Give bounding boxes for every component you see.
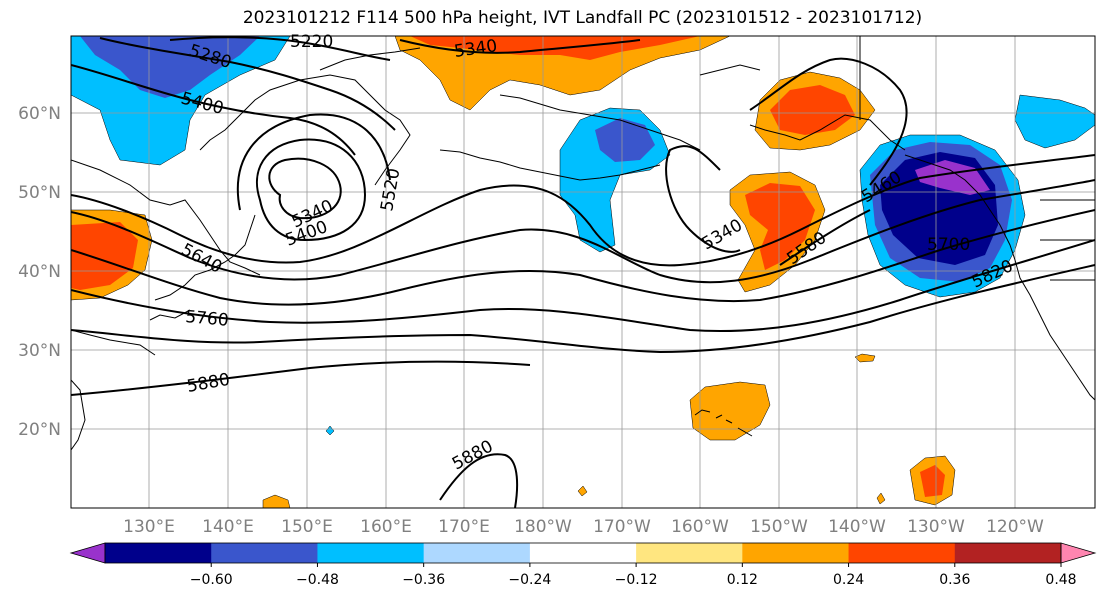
colorbar-frame xyxy=(104,542,1062,564)
coastlines xyxy=(71,36,1095,451)
contour-5760 xyxy=(71,209,1095,306)
lon-label: 160°E xyxy=(360,517,412,537)
contour-5880-north xyxy=(71,264,1095,354)
lat-label: 50°N xyxy=(18,183,61,203)
contour-5580 xyxy=(779,209,871,266)
positive-anomaly-region xyxy=(71,222,138,290)
map-panel: 5220 5280 5340 5400 5520 5340 5400 5640 … xyxy=(70,32,1096,509)
contour-5340-mid xyxy=(665,145,741,253)
colorbar xyxy=(69,542,1097,567)
lat-label: 40°N xyxy=(18,262,61,282)
coastline-aleutians xyxy=(439,149,661,181)
colorbar-swatch xyxy=(742,543,850,563)
lon-label: 120°W xyxy=(986,517,1044,537)
contour-5400-west xyxy=(71,64,356,156)
colorbar-tick-label: −0.60 xyxy=(190,572,233,588)
lon-label: 150°W xyxy=(750,517,808,537)
positive-anomaly-region xyxy=(262,494,291,508)
contour-5340-north xyxy=(399,39,641,54)
contour-low-inner xyxy=(268,157,342,220)
negative-anomaly-region xyxy=(325,425,335,436)
contour-5820 xyxy=(71,239,1095,333)
lat-label: 60°N xyxy=(18,104,61,124)
colorbar-swatch xyxy=(423,543,531,563)
colorbar-swatch xyxy=(848,543,956,563)
positive-anomaly-region xyxy=(876,492,886,505)
colorbar-tick-label: −0.24 xyxy=(508,572,551,588)
lon-label: 140°E xyxy=(202,517,254,537)
positive-anomaly-region xyxy=(394,36,731,111)
contour-5280 xyxy=(99,37,396,131)
colorbar-tick-label: −0.48 xyxy=(296,572,339,588)
lon-label: 130°E xyxy=(123,517,175,537)
negative-anomaly-region xyxy=(80,36,260,98)
positive-anomaly-region xyxy=(770,85,855,135)
contour-low-mid xyxy=(255,138,367,242)
coastline-hawaii xyxy=(694,409,753,437)
contour-label: 5220 xyxy=(290,32,333,52)
colorbar-tick-labels: −0.60 −0.48 −0.36 −0.24 −0.12 0.12 0.24 0.36 0.4… xyxy=(190,572,1077,588)
contour-5640 xyxy=(71,154,1095,267)
colorbar-extend-min xyxy=(69,542,106,564)
coastline-north-america xyxy=(859,36,1095,401)
positive-anomaly-region xyxy=(689,381,771,441)
lon-label: 170°W xyxy=(593,517,651,537)
lon-label: 180°W xyxy=(514,517,572,537)
gridlines xyxy=(71,36,1095,508)
contour-5880-trop xyxy=(439,453,519,508)
colorbar-swatch xyxy=(529,543,637,563)
contour-label: 5700 xyxy=(927,235,970,255)
contour-label: 5760 xyxy=(185,307,230,331)
positive-anomaly-region xyxy=(920,465,945,497)
negative-anomaly-region xyxy=(595,118,655,162)
colorbar-tick-label: 0.48 xyxy=(1045,572,1076,588)
colorbar-swatch xyxy=(636,543,743,563)
contour-5220 xyxy=(169,36,391,61)
height-contours xyxy=(71,36,1095,508)
map-title: 2023101212 F114 500 hPa height, IVT Land… xyxy=(242,8,923,28)
lat-axis-labels: 60°N 50°N 40°N 30°N 20°N xyxy=(18,104,61,440)
lon-axis-labels: 130°E 140°E 150°E 160°E 170°E 180°W 170°… xyxy=(123,517,1044,537)
lon-label: 140°W xyxy=(828,517,886,537)
positive-anomaly-region xyxy=(745,183,815,270)
coastline-kamchatka xyxy=(199,47,421,186)
colorbar-swatch xyxy=(317,543,425,563)
coastline-alaska xyxy=(499,64,906,151)
colorbar-swatch xyxy=(211,543,318,563)
positive-anomaly-region xyxy=(854,353,876,363)
contour-5520 xyxy=(236,113,391,211)
colorbar-tick-label: 0.24 xyxy=(833,572,864,588)
map-frame xyxy=(70,35,1096,509)
contour-5880-south xyxy=(71,360,531,396)
colorbar-tick-label: −0.36 xyxy=(402,572,445,588)
coastline-asia xyxy=(71,159,261,451)
colorbar-tick-label: −0.12 xyxy=(615,572,658,588)
coastline-japan xyxy=(149,214,256,321)
colorbar-tick-label: 0.36 xyxy=(939,572,970,588)
colorbar-extend-max xyxy=(1060,542,1097,564)
colorbar-tick-label: 0.12 xyxy=(727,572,758,588)
colorbar-swatch xyxy=(954,543,1062,563)
positive-anomaly-region xyxy=(577,485,588,497)
lon-label: 150°E xyxy=(281,517,333,537)
negative-anomaly-region xyxy=(1014,94,1095,149)
lat-label: 20°N xyxy=(18,420,61,440)
contour-5700 xyxy=(71,179,1095,284)
lon-label: 130°W xyxy=(907,517,965,537)
lat-label: 30°N xyxy=(18,341,61,361)
lon-label: 160°W xyxy=(671,517,729,537)
colorbar-swatch xyxy=(105,543,212,563)
lon-label: 170°E xyxy=(438,517,490,537)
contour-5460-ne xyxy=(749,57,908,186)
